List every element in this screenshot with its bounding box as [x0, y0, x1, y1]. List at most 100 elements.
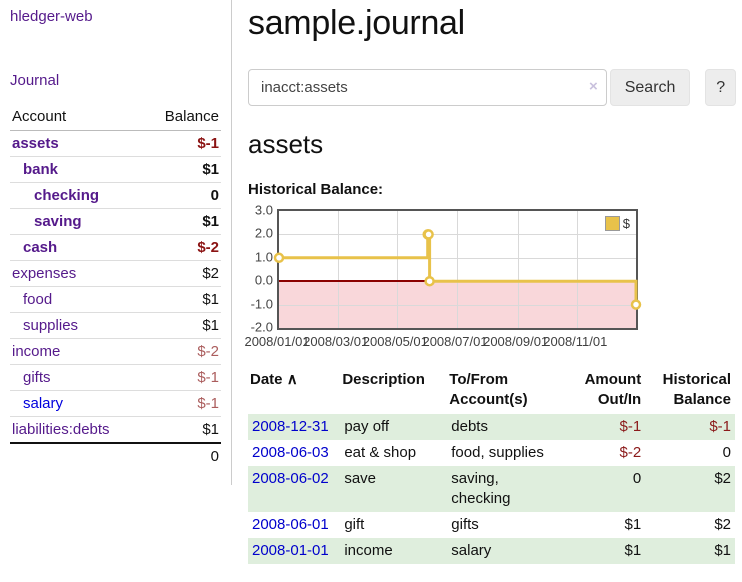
register-header-date[interactable]: Date ∧ [250, 371, 298, 388]
account-row: food $1 [10, 286, 221, 313]
account-row: liabilities:debts $1 [10, 416, 221, 443]
register-table: Date ∧ Description To/From Account(s) Am… [248, 367, 735, 564]
account-balance: $2 [202, 265, 219, 282]
transaction-date-link[interactable]: 2008-12-31 [252, 418, 329, 435]
transaction-accounts: salary [451, 542, 492, 559]
transaction-amount: 0 [632, 470, 642, 487]
account-link[interactable]: cash [23, 239, 58, 256]
transaction-amount: $-1 [619, 418, 642, 435]
account-link[interactable]: liabilities:debts [12, 421, 110, 438]
x-axis-tick-label: 2008/03/01 [303, 334, 369, 349]
account-row: assets $-1 [10, 131, 221, 157]
x-axis-tick-label: 2008/05/01 [362, 334, 428, 349]
transaction-description: save [344, 470, 377, 487]
register-row[interactable]: 2008-01-01 income salary $1 $1 [248, 538, 735, 564]
sidebar: hledger-web Journal Account Balance asse… [0, 0, 232, 485]
transaction-balance: $-1 [709, 418, 731, 435]
chart-heading: Historical Balance: [248, 181, 384, 198]
transaction-date-link[interactable]: 2008-01-01 [252, 542, 329, 559]
accounts-header-row: Account Balance [10, 103, 221, 131]
legend-label: $ [622, 216, 630, 231]
account-link[interactable]: saving [34, 213, 82, 230]
sidebar-item-journal[interactable]: Journal [10, 72, 60, 89]
account-link[interactable]: assets [12, 135, 59, 152]
account-link[interactable]: checking [34, 187, 100, 204]
transaction-description: income [344, 542, 393, 559]
transaction-accounts: gifts [451, 516, 479, 533]
account-link[interactable]: salary [23, 395, 64, 412]
account-row: checking 0 [10, 182, 221, 209]
transaction-description: eat & shop [344, 444, 417, 461]
search-button[interactable]: Search [609, 69, 691, 106]
register-header-description: Description [342, 371, 425, 388]
chart-x-axis: 2008/01/01 2008/03/01 2008/05/01 2008/07/01… [244, 334, 634, 352]
account-row: expenses $2 [10, 260, 221, 287]
account-row: saving $1 [10, 208, 221, 235]
vertical-gridline [337, 211, 339, 328]
register-row[interactable]: 2008-12-31 pay off debts $-1 $-1 [248, 414, 735, 440]
account-row: supplies $1 [10, 312, 221, 339]
search-input[interactable] [248, 69, 607, 106]
chart-plot-area: $ [273, 209, 642, 330]
horizontal-gridline [279, 234, 636, 236]
transaction-amount: $1 [624, 516, 642, 533]
account-balance: $-2 [197, 239, 219, 256]
help-button[interactable]: ? [705, 69, 736, 106]
account-row: cash $-2 [10, 234, 221, 261]
account-row: gifts $-1 [10, 364, 221, 391]
transaction-date-link[interactable]: 2008-06-02 [252, 470, 329, 487]
transaction-description: gift [344, 516, 365, 533]
vertical-gridline [577, 211, 579, 328]
register-header-row: Date ∧ Description To/From Account(s) Am… [248, 367, 735, 414]
account-balance: $1 [202, 317, 219, 334]
transaction-amount: $1 [624, 542, 642, 559]
account-balance: $1 [202, 213, 219, 230]
transaction-balance: 0 [722, 444, 731, 461]
horizontal-gridline [279, 257, 636, 259]
account-balance: $1 [202, 421, 219, 438]
account-balance: $-2 [197, 343, 219, 360]
account-link[interactable]: supplies [23, 317, 79, 334]
account-link[interactable]: expenses [12, 265, 77, 282]
accounts-total-row: 0 [10, 442, 221, 469]
account-row: bank $1 [10, 156, 221, 183]
legend-swatch-icon [604, 216, 620, 231]
clear-search-icon[interactable]: × [588, 78, 598, 95]
vertical-gridline [517, 211, 519, 328]
accounts-total-value: 0 [144, 442, 221, 469]
account-balance: $-1 [197, 395, 219, 412]
account-balance: $1 [202, 291, 219, 308]
register-row[interactable]: 2008-06-02 save saving, checking 0 $2 [248, 466, 735, 512]
account-row: salary $-1 [10, 390, 221, 417]
y-axis-tick-label: 0.0 [254, 272, 273, 288]
transaction-balance: $2 [714, 470, 731, 487]
search-form: × Search ? [248, 69, 736, 106]
transaction-description: pay off [344, 418, 390, 435]
account-link[interactable]: gifts [23, 369, 51, 386]
chart-series [273, 229, 642, 310]
vertical-gridline [397, 211, 399, 328]
account-balance: 0 [210, 187, 219, 204]
transaction-date-link[interactable]: 2008-06-03 [252, 444, 329, 461]
account-balance: $1 [202, 161, 219, 178]
transaction-accounts: food, supplies [451, 444, 544, 461]
y-axis-tick-label: -2.0 [250, 319, 273, 335]
account-link[interactable]: food [23, 291, 53, 308]
page-title: sample.journal [248, 4, 465, 42]
register-header-amount: Amount Out/In [584, 371, 642, 408]
transaction-balance: $1 [714, 542, 731, 559]
account-link[interactable]: income [12, 343, 61, 360]
app-brand-link[interactable]: hledger-web [10, 8, 93, 25]
y-axis-tick-label: -1.0 [250, 296, 273, 312]
sort-asc-icon: ∧ [286, 371, 298, 388]
register-row[interactable]: 2008-06-03 eat & shop food, supplies $-2 0 [248, 440, 735, 466]
account-row: income $-2 [10, 338, 221, 365]
account-link[interactable]: bank [23, 161, 59, 178]
register-row[interactable]: 2008-06-01 gift gifts $1 $2 [248, 512, 735, 538]
register-header-balance: Historical Balance [662, 371, 731, 408]
y-axis-tick-label: 2.0 [254, 225, 273, 241]
horizontal-gridline [279, 304, 636, 306]
transaction-date-link[interactable]: 2008-06-01 [252, 516, 329, 533]
chart-legend: $ [604, 216, 630, 231]
x-axis-tick-label: 2008/11/01 [543, 334, 608, 349]
